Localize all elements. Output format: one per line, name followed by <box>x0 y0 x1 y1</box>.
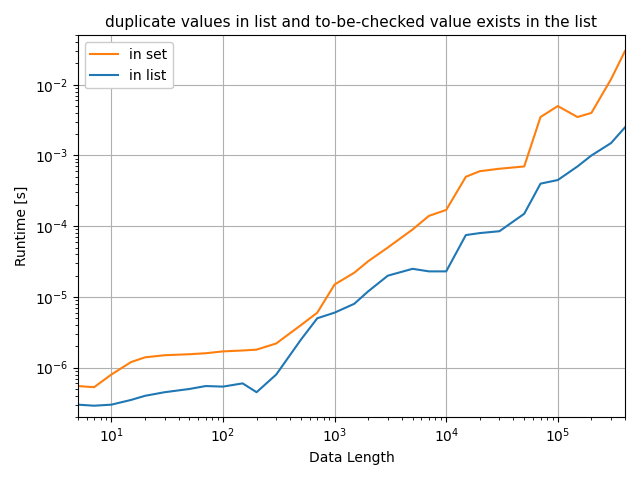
in list <box>161 389 168 395</box>
in set <box>384 245 392 251</box>
in set <box>364 258 372 264</box>
in list <box>554 177 562 183</box>
in list <box>520 211 528 216</box>
in set <box>273 341 280 347</box>
in list <box>331 310 339 315</box>
in set <box>409 227 417 232</box>
in set <box>462 174 470 180</box>
in list <box>186 386 193 392</box>
Line: in list: in list <box>78 127 625 406</box>
in set <box>108 372 115 377</box>
in list <box>253 389 260 395</box>
in set <box>161 352 168 358</box>
in list <box>219 384 227 389</box>
in set <box>495 166 503 172</box>
in set <box>202 350 209 356</box>
in list <box>273 372 280 377</box>
in set <box>573 114 581 120</box>
in set <box>141 354 149 360</box>
Legend: in set, in list: in set, in list <box>84 42 173 88</box>
in list <box>314 315 321 321</box>
in set <box>425 213 433 219</box>
X-axis label: Data Length: Data Length <box>308 451 394 465</box>
in set <box>621 48 629 54</box>
in list <box>537 181 545 187</box>
in list <box>607 140 615 146</box>
in list <box>239 381 246 386</box>
in list <box>90 403 98 408</box>
in set <box>554 103 562 109</box>
in list <box>74 402 82 408</box>
in list <box>462 232 470 238</box>
Y-axis label: Runtime [s]: Runtime [s] <box>15 186 29 266</box>
in list <box>297 336 305 342</box>
in set <box>607 76 615 82</box>
in list <box>425 268 433 274</box>
in set <box>351 270 358 276</box>
in set <box>127 359 135 365</box>
in set <box>442 207 450 213</box>
in set <box>297 322 305 328</box>
in set <box>253 347 260 352</box>
in list <box>621 124 629 130</box>
in set <box>476 168 484 174</box>
in set <box>588 110 595 116</box>
in list <box>588 153 595 158</box>
in list <box>442 268 450 274</box>
in list <box>351 301 358 307</box>
in set <box>219 348 227 354</box>
Title: duplicate values in list and to-be-checked value exists in the list: duplicate values in list and to-be-check… <box>106 15 597 30</box>
in set <box>331 282 339 288</box>
in set <box>90 384 98 390</box>
in set <box>74 383 82 389</box>
in set <box>520 164 528 169</box>
in list <box>127 397 135 403</box>
in set <box>239 348 246 353</box>
in list <box>495 228 503 234</box>
in list <box>384 273 392 278</box>
in list <box>573 164 581 169</box>
in list <box>108 402 115 408</box>
in list <box>364 288 372 294</box>
in set <box>186 351 193 357</box>
in set <box>314 310 321 315</box>
in list <box>202 383 209 389</box>
Line: in set: in set <box>78 51 625 387</box>
in list <box>141 393 149 399</box>
in list <box>409 266 417 272</box>
in set <box>537 114 545 120</box>
in list <box>476 230 484 236</box>
